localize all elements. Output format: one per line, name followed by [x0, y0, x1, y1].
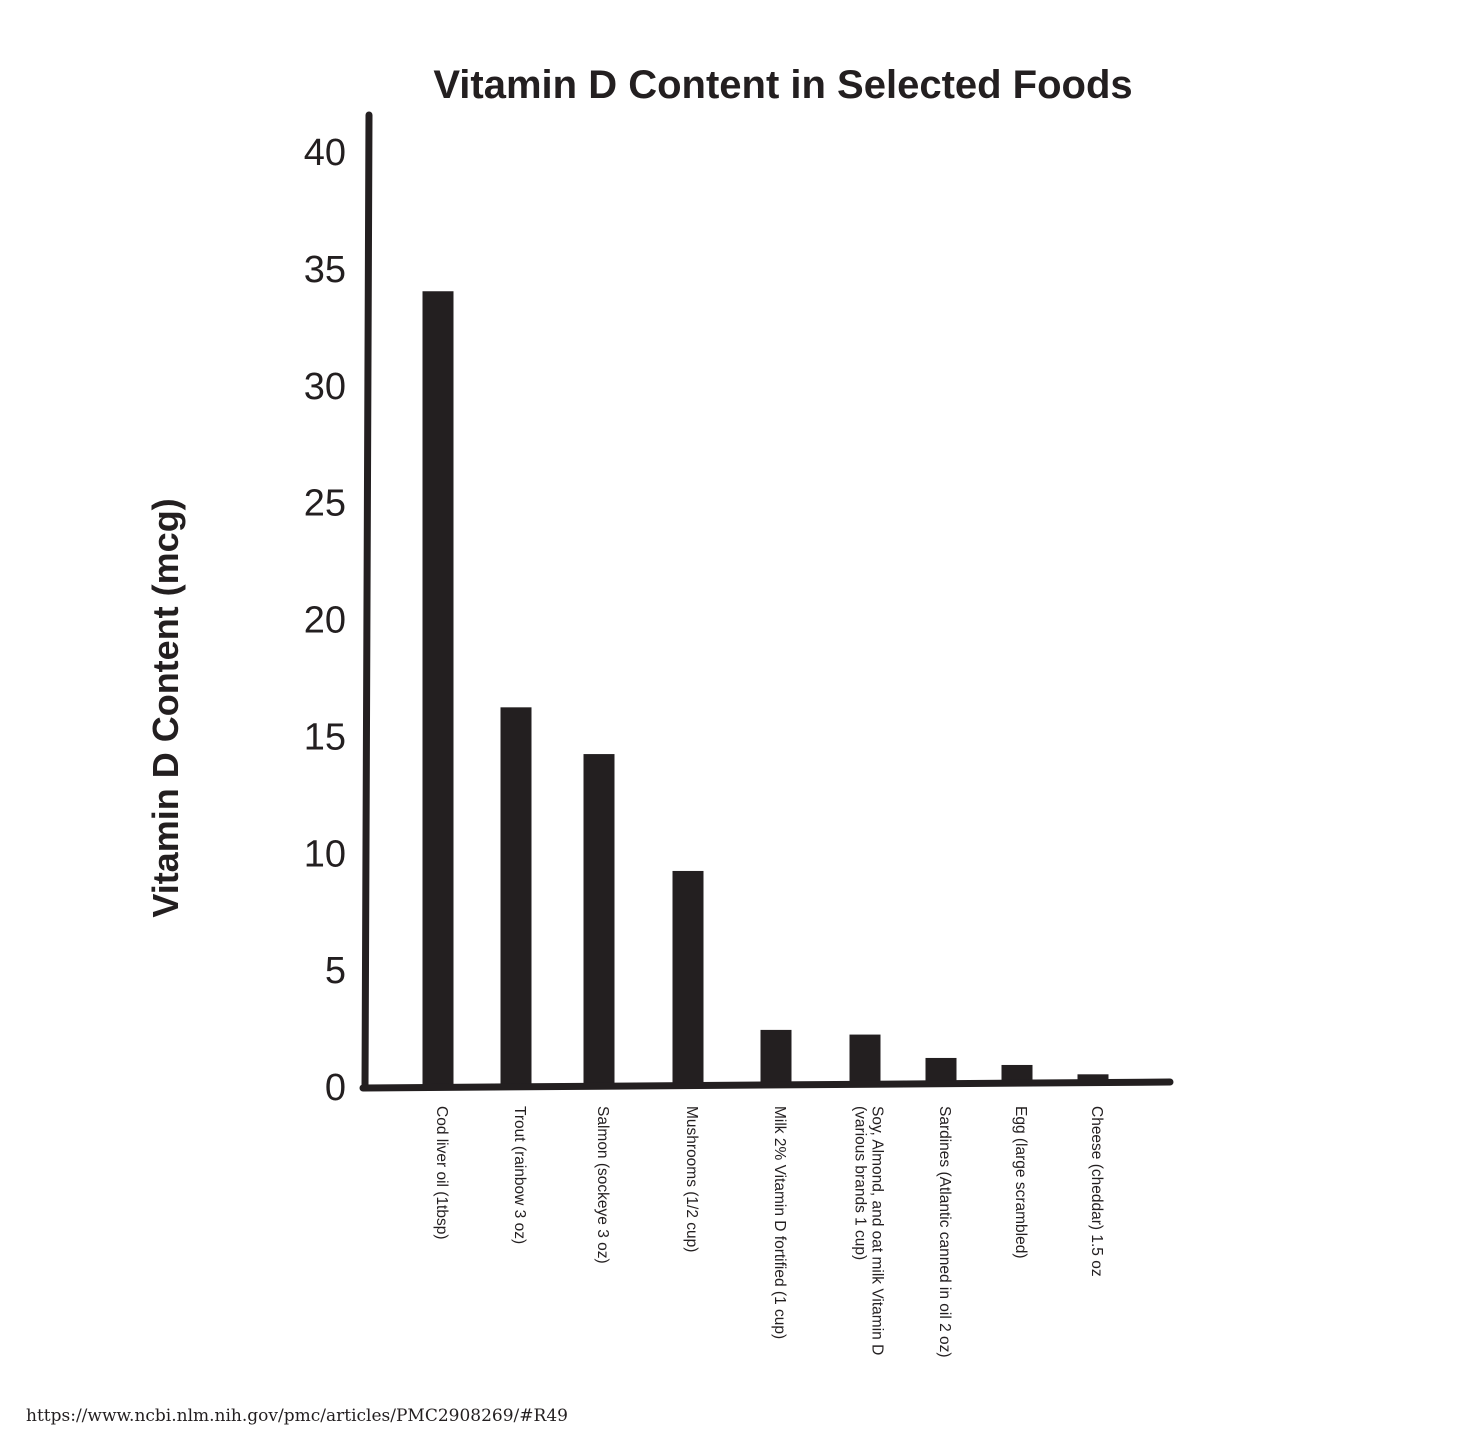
y-tick-label: 30: [304, 366, 346, 408]
y-tick-label: 40: [304, 132, 346, 174]
x-tick-label-line: Egg (large scrambled): [1012, 1106, 1029, 1258]
bar: [1077, 1074, 1109, 1084]
x-tick-label-line: Cheese (cheddar) 1.5 oz: [1088, 1106, 1105, 1277]
chart-title: Vitamin D Content in Selected Foods: [433, 63, 1132, 107]
bar: [760, 1029, 792, 1086]
x-axis: [359, 1078, 1174, 1092]
x-tick-label-line: Cod liver oil (1tbsp): [433, 1106, 450, 1240]
x-tick-label-line: Soy, Almond, and oat milk Vitamin D: [869, 1106, 886, 1355]
bar: [500, 707, 532, 1088]
x-tick-label: Sardines (Atlantic canned in oil 2 oz): [936, 1106, 953, 1358]
y-tick-label: 15: [304, 716, 346, 758]
y-axis-label: Vitamin D Content (mcg): [145, 498, 186, 917]
x-tick-label: Cod liver oil (1tbsp): [433, 1106, 450, 1240]
y-tick-label: 20: [304, 600, 346, 642]
x-tick-label: Trout (rainbow 3 oz): [511, 1106, 528, 1244]
x-tick-label-line: Trout (rainbow 3 oz): [511, 1106, 528, 1244]
bar: [849, 1034, 881, 1086]
axes: [359, 111, 1174, 1092]
y-tick-label: 5: [325, 950, 346, 992]
source-url: https://www.ncbi.nlm.nih.gov/pmc/article…: [26, 1406, 568, 1426]
bars: [422, 291, 1109, 1089]
bar: [583, 754, 615, 1088]
y-tick-label: 25: [304, 483, 346, 525]
y-axis: [361, 111, 373, 1092]
y-tick-label: 10: [304, 833, 346, 875]
y-tick-labels: 0 5 10 15 20 25 30 35 40: [304, 132, 346, 1109]
x-tick-label: Soy, Almond, and oat milk Vitamin D(vari…: [852, 1106, 886, 1355]
x-tick-label-line: (various brands 1 cup): [852, 1106, 869, 1260]
bar: [1001, 1064, 1033, 1085]
x-tick-label-line: Milk 2% Vitamin D fortified (1 cup): [771, 1106, 788, 1339]
x-tick-labels: Cod liver oil (1tbsp) Trout (rainbow 3 oz…: [433, 1106, 1105, 1358]
x-tick-label: Egg (large scrambled): [1012, 1106, 1029, 1258]
y-tick-label: 35: [304, 249, 346, 291]
x-tick-label-line: Mushrooms (1/2 cup): [683, 1106, 700, 1252]
y-tick-label: 0: [325, 1067, 346, 1109]
x-tick-label: Salmon (sockeye 3 oz): [594, 1106, 611, 1264]
x-tick-label: Cheese (cheddar) 1.5 oz: [1088, 1106, 1105, 1277]
bar: [422, 291, 454, 1089]
x-tick-label-line: Sardines (Atlantic canned in oil 2 oz): [936, 1106, 953, 1358]
x-tick-label-line: Salmon (sockeye 3 oz): [594, 1106, 611, 1264]
x-tick-label: Milk 2% Vitamin D fortified (1 cup): [771, 1106, 788, 1339]
x-tick-label: Mushrooms (1/2 cup): [683, 1106, 700, 1252]
bar: [672, 870, 704, 1087]
